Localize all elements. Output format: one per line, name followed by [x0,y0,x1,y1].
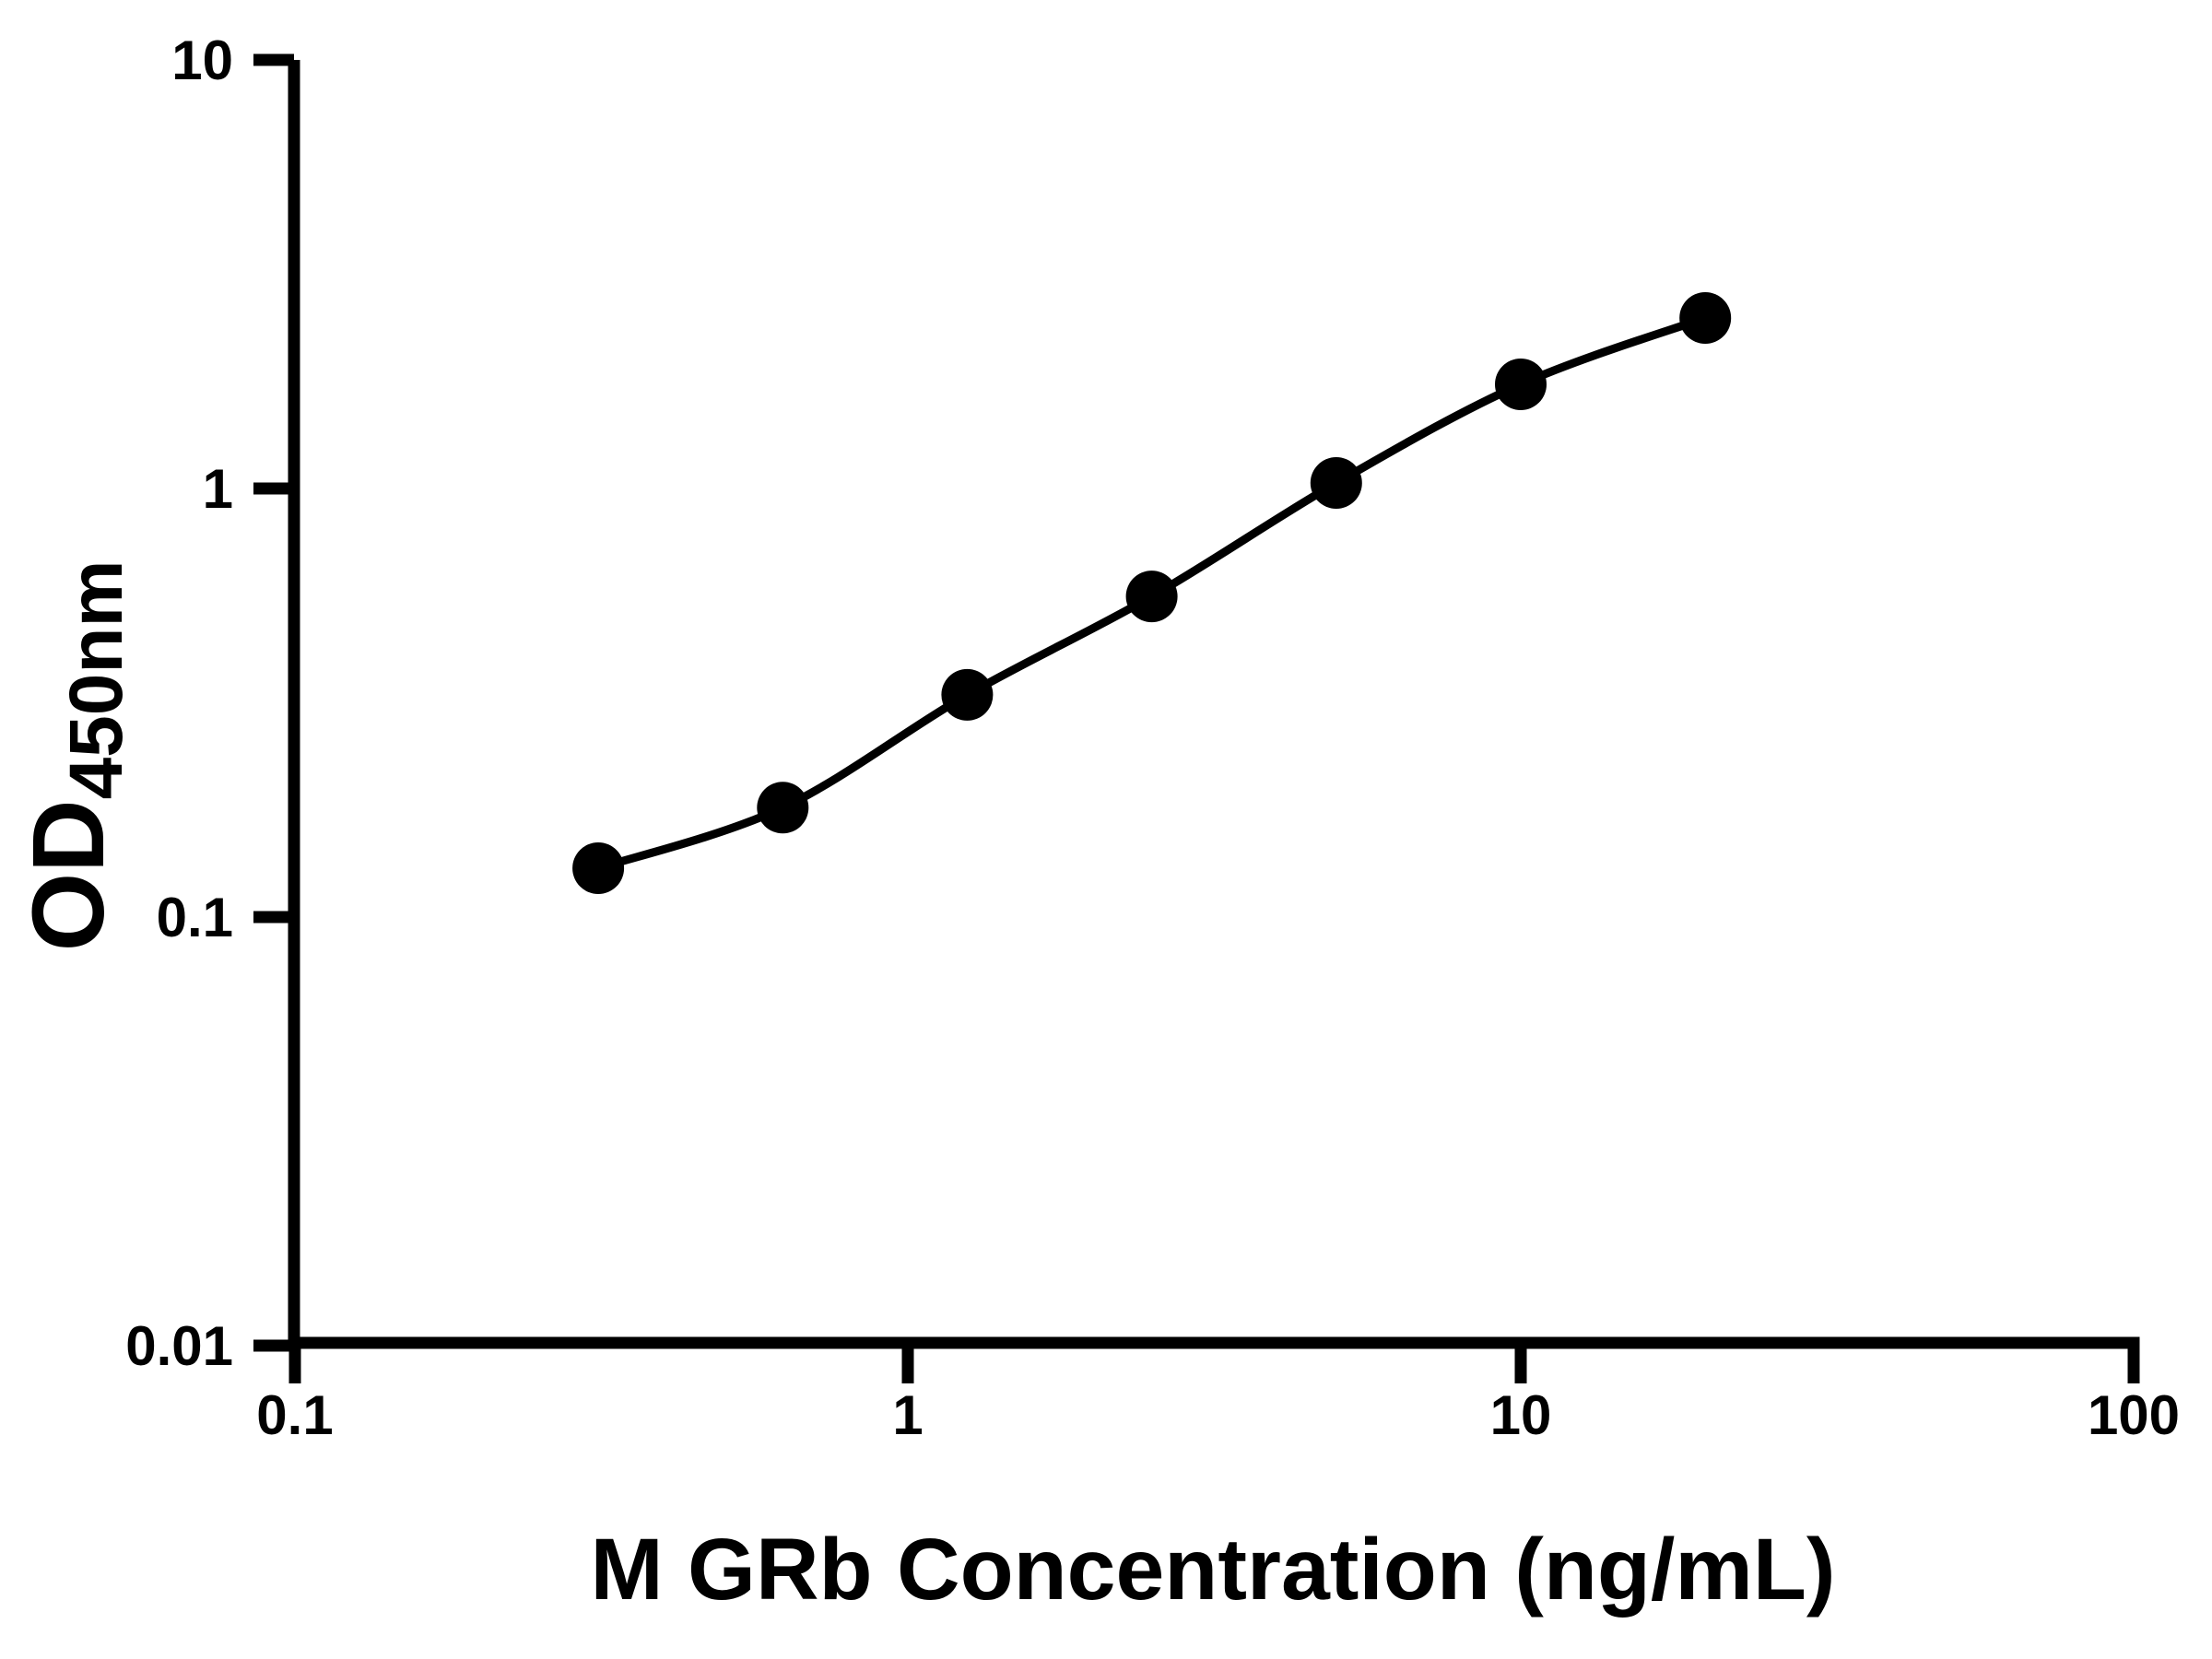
data-point [1679,292,1732,344]
x-tick-label: 0.1 [256,1384,333,1446]
x-tick-label: 100 [2088,1384,2180,1446]
data-point [941,668,994,721]
y-tick-label: 1 [203,458,233,520]
axes-layer: 0.1 1 10 100 10 1 0.1 0.01 [125,29,2180,1446]
data-point [1495,359,1547,410]
data-point [1125,571,1178,623]
y-tick-label: 0.1 [157,887,233,948]
y-axis-title-main: OD [12,799,125,951]
data-point [757,782,809,834]
y-axis-title: OD450nm [12,560,138,952]
data-point [572,842,625,894]
y-tick-label: 10 [171,29,233,91]
data-point [1310,457,1362,509]
y-tick-label: 0.01 [125,1315,233,1377]
y-axis-title-subscript: 450nm [54,560,138,800]
x-axis-title: M GRb Concentration (ng/mL) [591,1521,1836,1618]
x-tick-label: 10 [1490,1384,1552,1446]
x-tick-label: 1 [892,1384,923,1446]
series-layer [572,292,1732,894]
